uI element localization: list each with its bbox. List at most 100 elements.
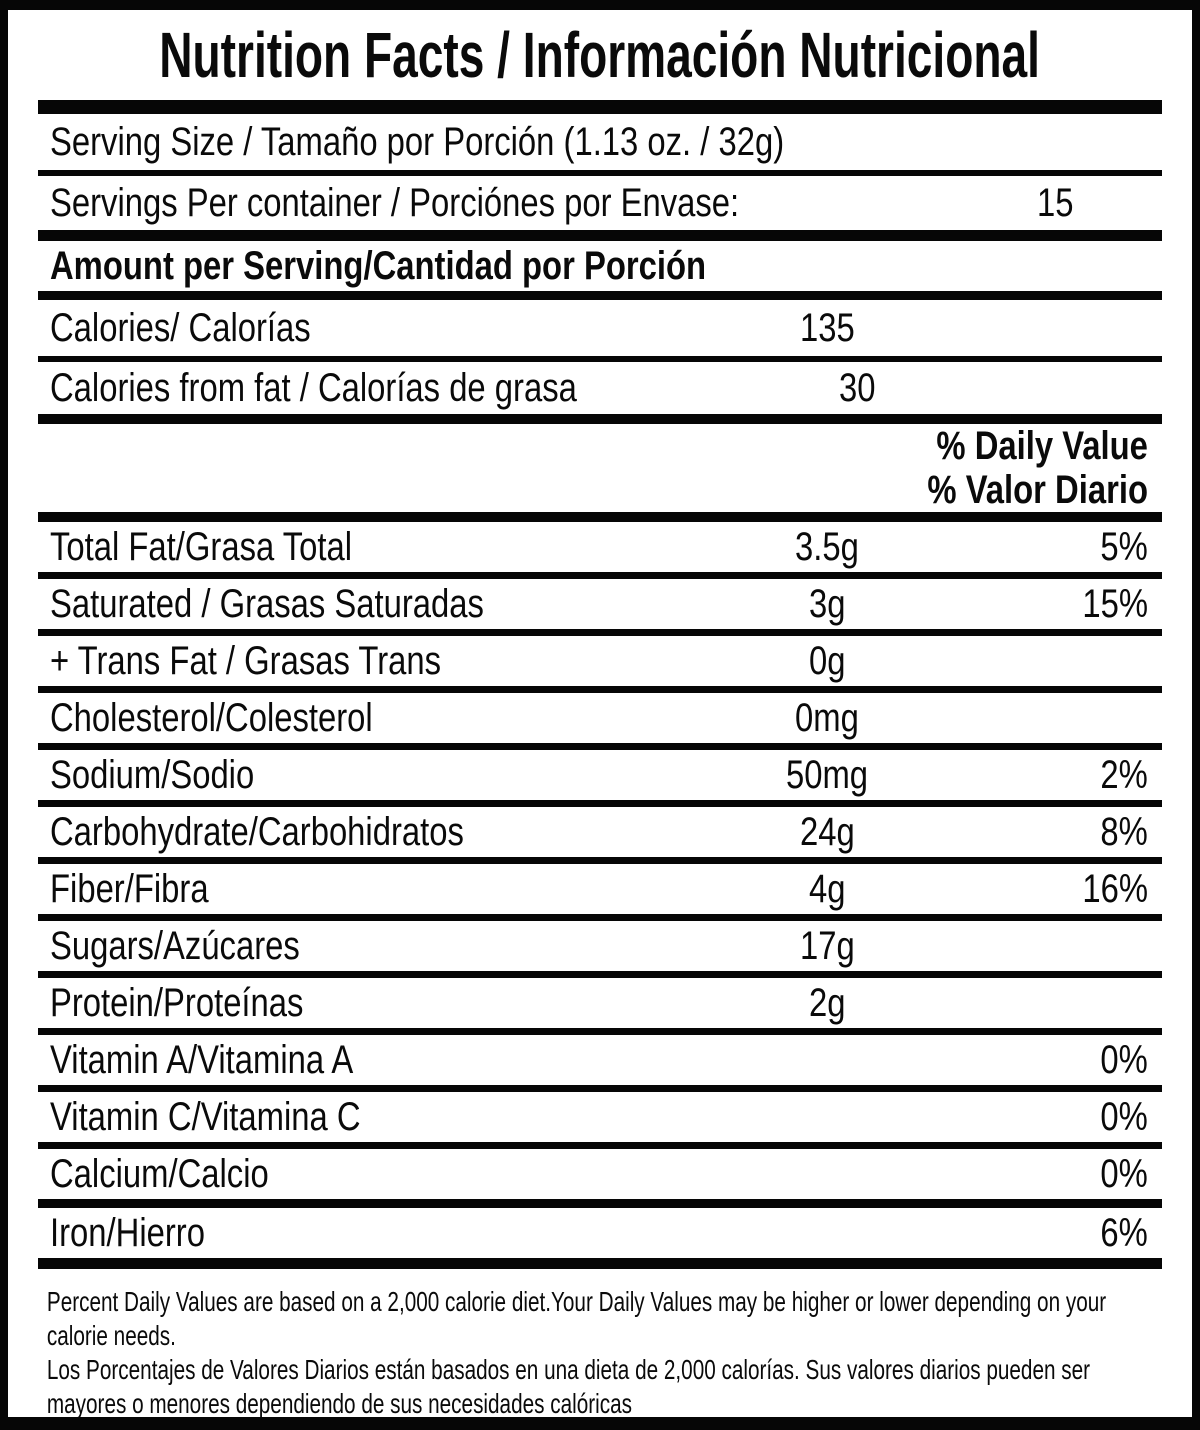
servings-per-container-row: Servings Per container / Porciónes por E… (38, 176, 1162, 241)
calories-from-fat-value: 30 (839, 366, 876, 410)
nutrient-amount: 3.5g (795, 525, 859, 569)
serving-size-label-cell: Serving Size / Tamaño por Porción (1.13 … (38, 122, 1162, 162)
nutrient-amount-cell: 2g (662, 983, 992, 1023)
footnote: Percent Daily Values are based on a 2,00… (38, 1285, 1157, 1419)
calories-label: Calories/ Calorías (50, 306, 311, 350)
nutrient-amount: 17g (799, 924, 855, 968)
nutrient-amount-cell: 24g (662, 812, 992, 852)
nutrient-label: Sodium/Sodio (50, 753, 255, 797)
amount-per-serving-header: Amount per Serving/Cantidad por Porción (50, 244, 707, 288)
nutrient-label-cell: Protein/Proteínas (38, 983, 662, 1023)
nutrient-row-sodium: Sodium/Sodio 50mg 2% (38, 750, 1162, 807)
nutrient-dv-cell: 8% (992, 812, 1162, 852)
calories-value-cell: 135 (662, 308, 992, 348)
calories-from-fat-label-cell: Calories from fat / Calorías de grasa (38, 368, 692, 408)
nutrient-amount: 0mg (795, 696, 859, 740)
nutrient-dv-cell: 2% (992, 755, 1162, 795)
calories-from-fat-label: Calories from fat / Calorías de grasa (50, 366, 577, 410)
nutrient-dv: 16% (1082, 867, 1148, 911)
daily-value-header-es: % Valor Diario (927, 468, 1148, 512)
nutrient-label-cell: Carbohydrate/Carbohidratos (38, 812, 662, 852)
nutrient-label: Carbohydrate/Carbohidratos (50, 810, 464, 854)
nutrient-row-cholesterol: Cholesterol/Colesterol 0mg (38, 693, 1162, 750)
nutrient-label-cell: Cholesterol/Colesterol (38, 698, 662, 738)
nutrient-amount: 3g (808, 582, 846, 626)
label-content: Nutrition Facts / Información Nutriciona… (38, 10, 1162, 1419)
nutrient-label-cell: Sodium/Sodio (38, 755, 662, 795)
nutrient-dv-cell (992, 926, 1162, 966)
nutrient-label: Vitamin A/Vitamina A (50, 1038, 354, 1082)
nutrient-amount-cell: 3g (662, 584, 992, 624)
nutrient-label: Total Fat/Grasa Total (50, 525, 353, 569)
nutrient-amount-cell (662, 1040, 992, 1080)
nutrient-label-cell: Calcium/Calcio (38, 1154, 662, 1194)
nutrient-amount-cell (662, 1213, 992, 1253)
nutrient-dv-cell: 5% (992, 527, 1162, 567)
nutrient-amount-cell: 17g (662, 926, 992, 966)
nutrient-label: + Trans Fat / Grasas Trans (50, 639, 442, 683)
nutrient-label: Calcium/Calcio (50, 1152, 269, 1196)
footnote-en: Percent Daily Values are based on a 2,00… (46, 1286, 1107, 1351)
nutrient-amount-cell: 0g (662, 641, 992, 681)
servings-per-container-value-cell: 15 (890, 181, 1192, 225)
nutrient-label: Vitamin C/Vitamina C (50, 1095, 361, 1139)
nutrient-label-cell: + Trans Fat / Grasas Trans (38, 641, 662, 681)
nutrient-label-cell: Saturated / Grasas Saturadas (38, 584, 662, 624)
nutrient-amount: 50mg (785, 753, 869, 797)
amount-per-serving-header-row: Amount per Serving/Cantidad por Porción (38, 241, 1162, 300)
servings-per-container-label: Servings Per container / Porciónes por E… (50, 181, 740, 225)
nutrient-row-saturated-fat: Saturated / Grasas Saturadas 3g 15% (38, 579, 1162, 636)
nutrient-row-carbohydrate: Carbohydrate/Carbohidratos 24g 8% (38, 807, 1162, 864)
footnote-es: Los Porcentajes de Valores Diarios están… (46, 1354, 1091, 1419)
nutrient-dv-cell: 15% (992, 584, 1162, 624)
nutrient-dv-cell: 0% (992, 1154, 1162, 1194)
nutrient-dv: 6% (1100, 1211, 1148, 1255)
label-title-bar: Nutrition Facts / Información Nutriciona… (38, 10, 1162, 114)
nutrient-dv: 15% (1082, 582, 1148, 626)
calories-from-fat-row: Calories from fat / Calorías de grasa 30 (38, 362, 1162, 424)
calories-label-cell: Calories/ Calorías (38, 308, 662, 348)
nutrient-row-calcium: Calcium/Calcio 0% (38, 1149, 1162, 1208)
nutrient-label-cell: Vitamin C/Vitamina C (38, 1097, 662, 1137)
page-title-text: Nutrition Facts / Información Nutriciona… (159, 19, 1041, 91)
nutrient-dv-cell (992, 983, 1162, 1023)
nutrient-dv-cell: 0% (992, 1040, 1162, 1080)
nutrient-label: Saturated / Grasas Saturadas (50, 582, 484, 626)
nutrient-dv: 0% (1100, 1095, 1148, 1139)
nutrient-amount: 0g (808, 639, 846, 683)
daily-value-header-es-row: % Valor Diario (38, 468, 1162, 522)
nutrient-row-iron: Iron/Hierro 6% (38, 1208, 1162, 1269)
nutrient-label-cell: Total Fat/Grasa Total (38, 527, 662, 567)
servings-per-container-value: 15 (1037, 181, 1074, 225)
nutrient-row-vitamin-a: Vitamin A/Vitamina A 0% (38, 1035, 1162, 1092)
nutrient-dv: 8% (1100, 810, 1148, 854)
serving-size-row: Serving Size / Tamaño por Porción (1.13 … (38, 114, 1162, 176)
nutrient-dv-cell: 16% (992, 869, 1162, 909)
nutrient-dv-cell (992, 698, 1162, 738)
nutrient-dv: 2% (1100, 753, 1148, 797)
nutrient-dv-cell: 0% (992, 1097, 1162, 1137)
nutrient-label-cell: Sugars/Azúcares (38, 926, 662, 966)
nutrient-label: Iron/Hierro (50, 1211, 205, 1255)
nutrient-label: Fiber/Fibra (50, 867, 209, 911)
nutrient-amount: 24g (799, 810, 855, 854)
nutrient-dv: 0% (1100, 1038, 1148, 1082)
nutrient-label-cell: Iron/Hierro (38, 1213, 662, 1253)
calories-from-fat-value-cell: 30 (692, 368, 1022, 408)
calories-row: Calories/ Calorías 135 (38, 300, 1162, 362)
servings-per-container-label-cell: Servings Per container / Porciónes por E… (38, 183, 890, 223)
nutrient-amount-cell (662, 1097, 992, 1137)
daily-value-header-es-cell: % Valor Diario (38, 470, 1162, 510)
daily-value-header-en-cell: % Daily Value (38, 426, 1162, 466)
nutrient-dv: 0% (1100, 1152, 1148, 1196)
serving-size-label: Serving Size / Tamaño por Porción (1.13 … (50, 120, 785, 164)
amount-per-serving-header-cell: Amount per Serving/Cantidad por Porción (38, 246, 1162, 286)
nutrient-dv-cell: 6% (992, 1213, 1162, 1253)
nutrient-amount-cell (662, 1154, 992, 1194)
nutrient-row-vitamin-c: Vitamin C/Vitamina C 0% (38, 1092, 1162, 1149)
nutrient-label-cell: Vitamin A/Vitamina A (38, 1040, 662, 1080)
nutrient-row-fiber: Fiber/Fibra 4g 16% (38, 864, 1162, 921)
nutrient-amount-cell: 0mg (662, 698, 992, 738)
daily-value-header-en-row: % Daily Value (38, 424, 1162, 468)
